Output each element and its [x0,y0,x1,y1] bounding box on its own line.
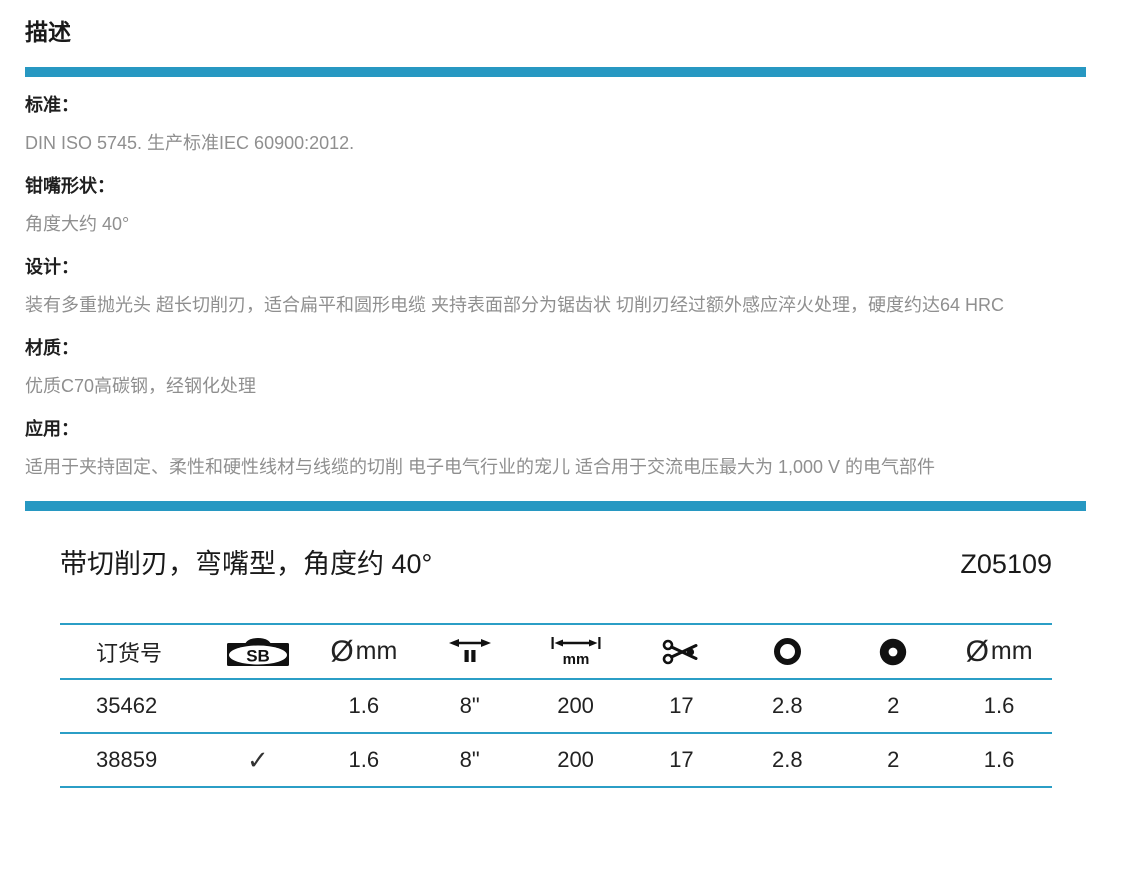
value-ring-inner: 2 [887,747,900,772]
table-row: 35462 1.6 8" 200 17 2.8 2 1.6 [60,680,1052,734]
order-number: 35462 [96,693,158,718]
sb-card-icon: SB [205,636,311,668]
section-body-jaw-shape: 角度大约 40° [25,214,130,234]
diameter-symbol: Ø [330,634,354,668]
section-body-standard: DIN ISO 5745. 生产标准IEC 60900:2012. [25,133,355,153]
value-ring-outer: 2.8 [772,693,803,718]
value-ring-inner: 2 [887,693,900,718]
value-length-inch: 8" [459,747,480,772]
section-body-material: 优质C70高碳钢，经钢化处理 [25,376,257,396]
diameter-symbol: Ø [965,634,989,668]
ring-icon [734,638,840,665]
length-mm-icon: mm [523,637,629,666]
value-diameter-a: 1.6 [348,747,380,772]
sb-card-label: SB [246,646,270,665]
diameter-unit: mm [355,637,398,665]
section-heading-jaw-shape: 钳嘴形状： [25,176,115,196]
product-variant-title: 带切削刃，弯嘴型，角度约 40° [60,549,433,579]
value-length-mm: 200 [557,747,594,772]
value-diameter-b: 1.6 [983,693,1015,718]
accent-divider-bottom [25,501,1086,511]
order-number: 38859 [96,747,158,772]
donut-icon [840,638,946,666]
table-row: 38859 ✓ 1.6 8" 200 17 2.8 2 1.6 [60,734,1052,788]
scissors-icon [629,638,735,666]
value-diameter-b: 1.6 [983,747,1015,772]
value-cutting: 17 [669,747,694,772]
section-body-application: 适用于夹持固定、柔性和硬性线材与线缆的切削 电子电气行业的宠儿 适合用于交流电压… [25,457,936,477]
sb-flag-checkmark: ✓ [247,744,269,775]
value-length-inch: 8" [459,693,480,718]
value-diameter-a: 1.6 [348,693,380,718]
section-heading-design: 设计： [25,257,79,277]
length-inch-icon [417,638,523,665]
diameter-unit: mm [990,637,1033,665]
page-title: 描述 [25,19,71,45]
product-table-header: 带切削刃，弯嘴型，角度约 40° Z05109 [60,548,1052,581]
section-heading-standard: 标准： [25,95,79,115]
column-header-order-number: 订货号 [96,640,163,666]
value-length-mm: 200 [557,693,594,718]
value-ring-outer: 2.8 [772,747,803,772]
article-code: Z05109 [960,549,1052,579]
section-body-design: 装有多重抛光头 超长切削刃，适合扁平和圆形电缆 夹持表面部分为锯齿状 切削刃经过… [25,295,1005,315]
section-heading-material: 材质： [25,338,79,358]
section-heading-application: 应用： [25,419,79,439]
value-cutting: 17 [669,693,694,718]
accent-divider-top [25,67,1086,77]
length-mm-unit-label: mm [562,651,589,666]
description-section: 描述 标准： DIN ISO 5745. 生产标准IEC 60900:2012.… [25,18,1086,511]
